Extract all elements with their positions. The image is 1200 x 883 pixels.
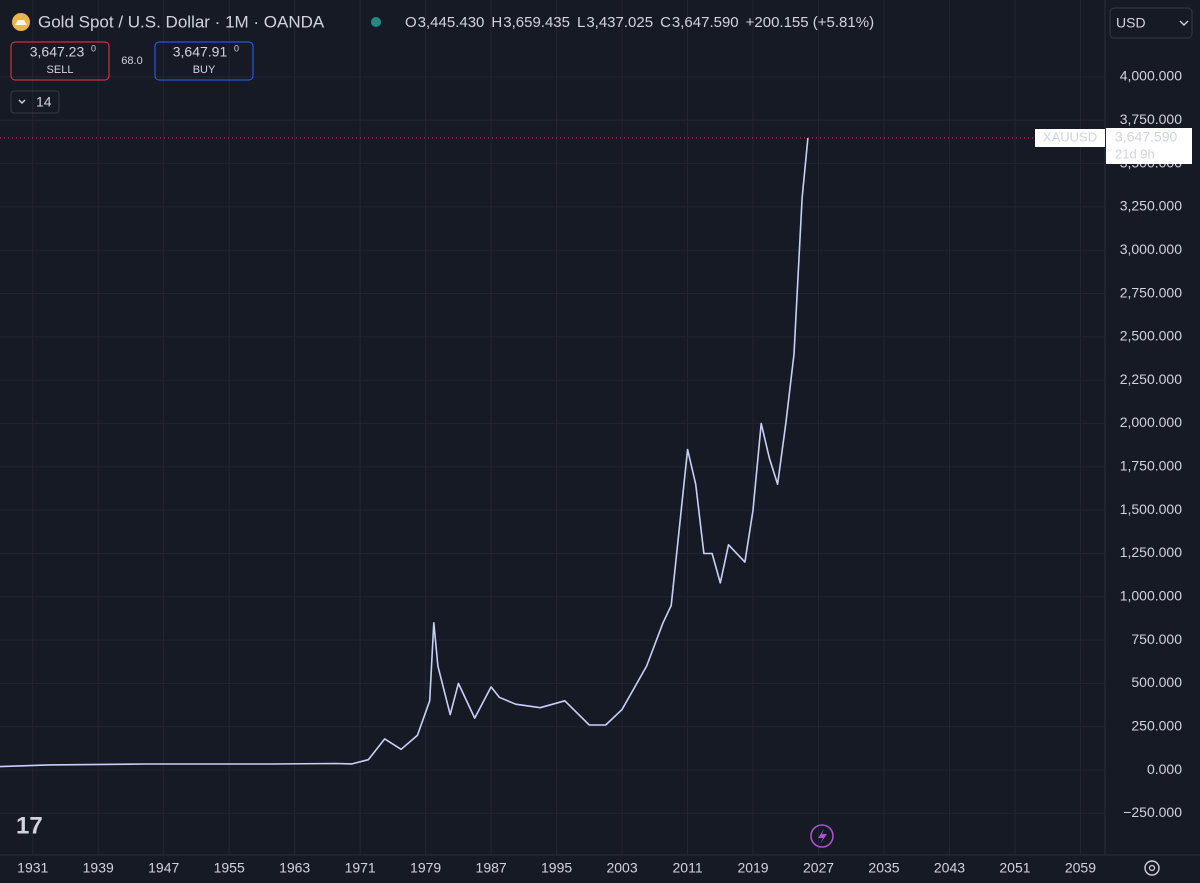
symbol-tag-text: XAUUSD bbox=[1043, 129, 1097, 144]
spread: 68.0 bbox=[121, 55, 142, 67]
events-bolt bbox=[818, 829, 827, 844]
buy-price: 3,647.91 bbox=[173, 44, 228, 60]
x-tick-label: 1939 bbox=[83, 860, 114, 876]
currency: USD bbox=[1116, 15, 1146, 31]
events-icon[interactable] bbox=[810, 824, 834, 848]
x-tick-label: 1963 bbox=[279, 860, 310, 876]
currency-select[interactable] bbox=[1109, 7, 1193, 39]
sell-label: SELL bbox=[47, 64, 74, 76]
x-tick-label: 2043 bbox=[934, 860, 965, 876]
y-tick-label: 0.000 bbox=[1147, 761, 1182, 777]
symbol-icon-bars bbox=[15, 20, 27, 25]
price-tag-value: 3,647.590 bbox=[1115, 129, 1177, 145]
y-tick-label: 4,000.000 bbox=[1120, 68, 1182, 84]
plot bbox=[0, 137, 809, 768]
market-status[interactable] bbox=[371, 17, 381, 27]
x-tick-label: 1979 bbox=[410, 860, 441, 876]
ohlc-value: 3,659.435 bbox=[503, 14, 570, 31]
buy-button[interactable] bbox=[154, 41, 254, 81]
buy-price-sup: 0 bbox=[234, 43, 239, 53]
indicators-count: 14 bbox=[36, 94, 52, 110]
x-tick-label: 1971 bbox=[345, 860, 376, 876]
y-tick-label: 2,250.000 bbox=[1120, 371, 1182, 387]
y-tick-label: 3,000.000 bbox=[1120, 241, 1182, 257]
tv-logo[interactable]: 17 bbox=[16, 812, 43, 839]
x-tick-label: 2027 bbox=[803, 860, 834, 876]
ohlc-key: O bbox=[405, 14, 417, 31]
grid bbox=[0, 0, 1105, 855]
y-tick-label: 2,750.000 bbox=[1120, 284, 1182, 300]
settings-icon[interactable] bbox=[1144, 860, 1160, 876]
x-tick-label: 2035 bbox=[868, 860, 899, 876]
x-tick-label: 1987 bbox=[476, 860, 507, 876]
y-tick-label: −250.000 bbox=[1123, 804, 1182, 820]
y-tick-label: 500.000 bbox=[1131, 674, 1182, 690]
time-axis: 1931 1939 1947 1955 1963 1971 1979 1987 1995 2003… bbox=[17, 860, 1096, 876]
indicators-toggle[interactable] bbox=[10, 90, 60, 114]
ohlc-value: 3,647.590 bbox=[672, 14, 739, 31]
chevron bbox=[18, 99, 26, 104]
sell-price-sup: 0 bbox=[91, 43, 96, 53]
sell-button[interactable] bbox=[10, 41, 110, 81]
x-tick-label: 1995 bbox=[541, 860, 572, 876]
y-tick-label: 2,000.000 bbox=[1120, 414, 1182, 430]
chevron bbox=[1179, 20, 1189, 26]
y-tick-label: 1,750.000 bbox=[1120, 458, 1182, 474]
symbol-title[interactable]: Gold Spot / U.S. Dollar · 1M · OANDA bbox=[38, 12, 325, 31]
sell-price: 3,647.23 bbox=[30, 44, 85, 60]
x-tick-label: 2011 bbox=[673, 860, 703, 876]
y-tick-label: 2,500.000 bbox=[1120, 328, 1182, 344]
price-tag-countdown: 21d 9h bbox=[1115, 146, 1155, 161]
y-tick-label: 750.000 bbox=[1131, 631, 1182, 647]
ohlc-key: H bbox=[491, 14, 502, 31]
ohlc: O 3,445.430 H 3,659.435 L 3,437.025 C 3,647.590… bbox=[405, 14, 874, 31]
x-tick-label: 2059 bbox=[1065, 860, 1096, 876]
change: +200.155 (+5.81%) bbox=[746, 14, 874, 31]
y-tick-label: 1,000.000 bbox=[1120, 588, 1182, 604]
y-tick-label: 250.000 bbox=[1131, 717, 1182, 733]
price-tag bbox=[1106, 128, 1192, 165]
x-tick-label: 2019 bbox=[737, 860, 768, 876]
ohlc-key: L bbox=[577, 14, 585, 31]
x-tick-label: 2003 bbox=[606, 860, 637, 876]
price-axis: −250.000 0.000 250.000 500.000 750.000 1,000.… bbox=[1120, 68, 1183, 820]
settings-icon-core bbox=[1148, 864, 1156, 872]
ohlc-value: 3,445.430 bbox=[418, 14, 485, 31]
x-tick-label: 1947 bbox=[148, 860, 179, 876]
symbol-tag bbox=[1035, 129, 1105, 148]
price-line bbox=[0, 137, 809, 768]
buy-label: BUY bbox=[193, 64, 216, 76]
ohlc-key: C bbox=[660, 14, 671, 31]
x-tick-label: 1955 bbox=[214, 860, 245, 876]
y-tick-label: 1,250.000 bbox=[1120, 544, 1182, 560]
y-tick-label: 1,500.000 bbox=[1120, 501, 1182, 517]
x-tick-label: 2051 bbox=[999, 860, 1030, 876]
x-tick-label: 1931 bbox=[17, 860, 48, 876]
ohlc-value: 3,437.025 bbox=[586, 14, 653, 31]
y-tick-label: 3,750.000 bbox=[1120, 111, 1182, 127]
y-tick-label: 3,250.000 bbox=[1120, 198, 1182, 214]
